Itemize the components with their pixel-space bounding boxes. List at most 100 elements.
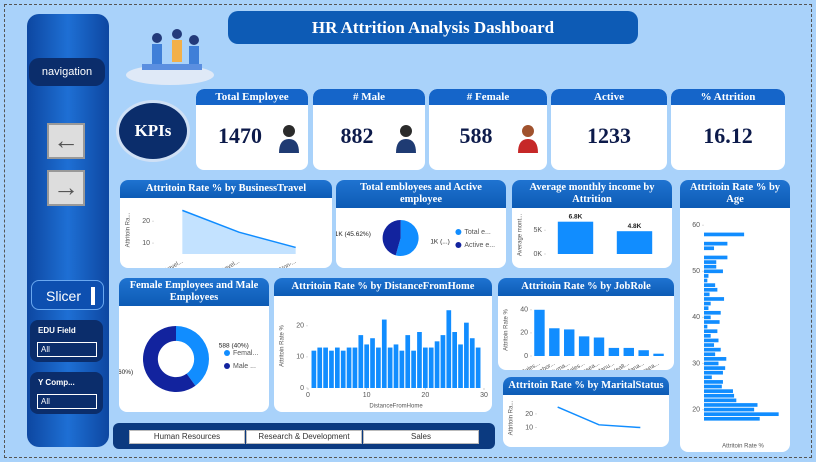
chart-area: 0K 5K Average mont... 6.8K 4.8K — [518, 213, 653, 258]
bar — [411, 350, 416, 388]
slicer-text: Slicer — [46, 288, 82, 304]
y-tick-label: 20 — [520, 330, 528, 337]
filter-box: Y Comp... All — [30, 372, 103, 414]
kpi-card: # Male 882 — [313, 89, 425, 170]
bar — [704, 333, 711, 338]
kpi-card: Total Employee 1470 — [196, 89, 308, 170]
bar — [704, 375, 712, 380]
bar — [704, 412, 779, 417]
y-tick-label: 20 — [525, 411, 533, 418]
department-button[interactable]: Human Resources — [129, 430, 245, 444]
y-tick-label: 20 — [296, 323, 304, 330]
chart-panel: Attritoin Rate % by JobRole 0 20 40 Attritoi… — [498, 278, 674, 370]
people-illustration — [126, 29, 214, 85]
bar — [340, 350, 346, 388]
y-tick-label: 10 — [142, 240, 150, 247]
bar — [317, 347, 323, 388]
bar — [704, 357, 727, 361]
bar — [704, 329, 718, 334]
bar — [323, 347, 328, 388]
y-axis-label: Average mont... — [518, 214, 524, 257]
bar — [704, 278, 708, 283]
bar — [704, 274, 709, 278]
person-icon — [279, 125, 299, 153]
dashboard-title: HR Attrition Analysis Dashboard — [228, 11, 638, 44]
bar — [704, 297, 725, 301]
filter-dropdown[interactable]: All — [37, 342, 97, 357]
bar — [704, 393, 735, 398]
bar — [704, 347, 721, 352]
data-label: 4.8K — [628, 223, 642, 230]
chart-area: 10 20 Attritoin Ra... Travel... Travel... Non… — [126, 209, 298, 268]
bar — [704, 384, 722, 389]
kpi-title: # Male — [313, 89, 425, 105]
kpi-value: 588 — [459, 123, 493, 148]
x-tick-label: Resea... — [578, 361, 601, 370]
bar — [704, 370, 723, 375]
bar — [704, 232, 745, 237]
filter-dropdown[interactable]: All — [37, 394, 97, 409]
forward-arrow[interactable]: → — [47, 170, 85, 206]
x-tick-label: Travel... — [163, 259, 185, 268]
chart-title: Total embloyees and Active employee — [336, 180, 506, 208]
x-tick-label: Sales... — [521, 361, 542, 370]
person-icon — [396, 125, 416, 153]
x-tick-label: Huma... — [550, 361, 571, 370]
bar — [358, 335, 364, 388]
bar — [704, 292, 710, 297]
bar — [704, 389, 733, 393]
bar — [399, 350, 405, 388]
y-tick-label: 60 — [692, 222, 700, 229]
bar — [549, 328, 560, 356]
bar — [593, 337, 605, 356]
data-label: 1K (...) — [430, 239, 450, 246]
data-label: 6.8K — [569, 213, 583, 220]
bar — [704, 264, 717, 269]
bar — [704, 380, 723, 384]
bar — [428, 347, 434, 388]
line — [182, 209, 296, 249]
bar — [704, 324, 708, 329]
kpi-card: % Attrition 16.12 — [671, 89, 785, 170]
chart-title: Attritoin Rate % by MaritalStatus — [503, 377, 669, 395]
x-tick-label: Manu... — [595, 361, 616, 370]
kpi-title: Total Employee — [196, 89, 308, 105]
line — [557, 406, 641, 429]
bar — [608, 347, 620, 356]
x-tick-label: 0 — [306, 392, 310, 399]
legend-marker — [455, 229, 462, 235]
bar — [440, 335, 446, 388]
illustration — [122, 20, 217, 88]
nav-button[interactable]: navigation — [29, 58, 105, 86]
bar — [704, 398, 737, 403]
bar — [446, 310, 452, 388]
bar — [405, 335, 411, 388]
department-button[interactable]: Sales — [363, 430, 479, 444]
back-arrow[interactable]: ← — [47, 123, 85, 159]
slice — [382, 220, 401, 256]
legend-label: Femal... — [233, 350, 258, 357]
y-tick-label: 40 — [692, 314, 700, 321]
bar — [329, 350, 334, 388]
y-axis-label: Attritoin Ra... — [126, 212, 132, 247]
x-tick-label: 30 — [480, 392, 488, 399]
chart-panel: Attritoin Rate % by MaritalStatus 10 20 Att… — [503, 377, 669, 447]
chart-title: Attritoin Rate % by BusinessTravel — [120, 180, 332, 198]
slicer-label: Slicer — [31, 280, 104, 310]
x-tick-label: Labor... — [536, 361, 557, 370]
bar — [704, 310, 721, 315]
kpi-title: # Female — [429, 89, 547, 105]
kpi-card: Active 1233 — [551, 89, 667, 170]
legend-label: Total e... — [464, 229, 491, 236]
bar — [434, 341, 440, 388]
bar — [704, 287, 718, 292]
department-button[interactable]: Research & Development — [246, 430, 362, 444]
bar — [475, 347, 481, 388]
bar — [623, 347, 634, 356]
chart-area: 20 30 40 50 60 Attritoin Rate % — [692, 222, 779, 450]
y-tick-label: 10 — [296, 354, 304, 361]
kpi-value: 16.12 — [703, 123, 753, 148]
chart-area: 588 (40%) 882 (60%) Femal... Male ... — [119, 326, 258, 392]
bar — [704, 403, 758, 407]
